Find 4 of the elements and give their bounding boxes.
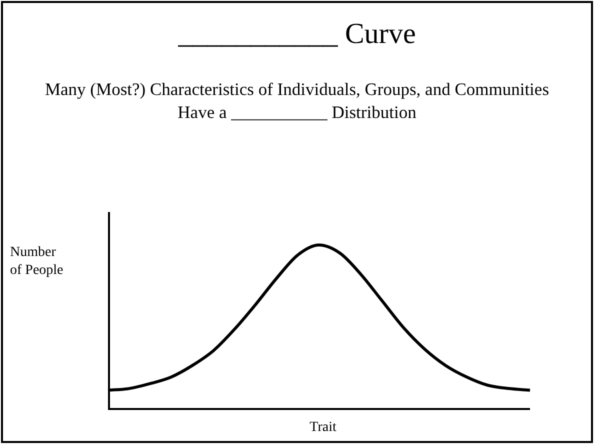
x-axis-title: Trait	[308, 420, 338, 436]
chart-title: ___________ Curve	[177, 18, 417, 51]
y-axis-title: Number of People	[10, 244, 64, 280]
chart-subtitle: Many (Most?) Characteristics of Individuals, Groups, and Communities Have a ___________ Distribution	[44, 78, 550, 124]
